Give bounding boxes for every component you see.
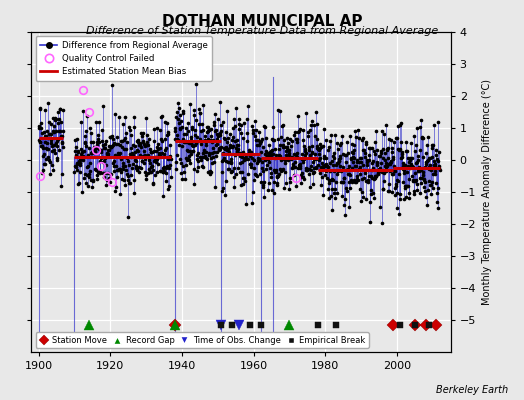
Text: Berkeley Earth: Berkeley Earth <box>436 385 508 395</box>
Text: Difference of Station Temperature Data from Regional Average: Difference of Station Temperature Data f… <box>86 26 438 36</box>
Text: DOTHAN MUNICIPAL AP: DOTHAN MUNICIPAL AP <box>162 14 362 29</box>
Legend: Station Move, Record Gap, Time of Obs. Change, Empirical Break: Station Move, Record Gap, Time of Obs. C… <box>36 332 368 348</box>
Y-axis label: Monthly Temperature Anomaly Difference (°C): Monthly Temperature Anomaly Difference (… <box>482 79 492 305</box>
